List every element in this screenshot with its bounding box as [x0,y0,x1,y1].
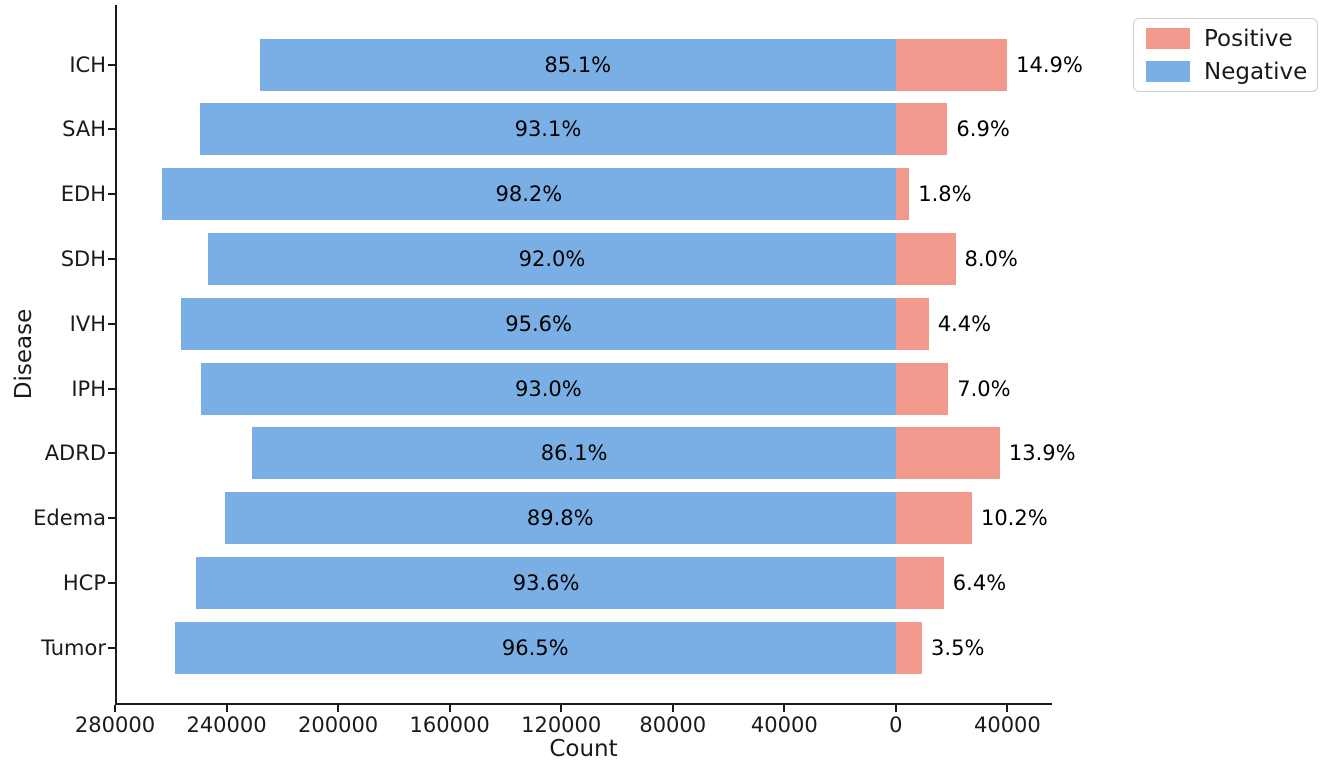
negative-percent-label: 93.6% [512,570,580,595]
bar-positive-edh [895,168,910,221]
x-tick-label: 40000 [973,713,1041,737]
legend-swatch-negative [1146,61,1190,82]
negative-percent-label: 93.1% [514,117,582,142]
bar-negative-iph [200,362,896,415]
y-axis-title: Disease [11,308,37,400]
x-tick-label: 80000 [639,713,707,737]
y-tick-mark [108,387,115,390]
y-tick-label-tumor: Tumor [41,635,106,660]
x-tick-label: 280000 [74,713,156,737]
bar-positive-iph [895,362,949,415]
positive-percent-label: 6.4% [952,570,1007,595]
y-tick-mark [108,581,115,584]
legend-entry-negative: Negative [1146,58,1308,85]
bar-positive-tumor [895,621,923,674]
y-tick-mark [108,322,115,325]
y-tick-label-sdh: SDH [60,246,106,271]
negative-percent-label: 96.5% [501,635,569,660]
bar-positive-ivh [895,297,929,350]
y-tick-mark [108,193,115,196]
y-axis-line [115,5,117,705]
bar-negative-adrd [252,427,896,480]
y-tick-mark [108,517,115,520]
y-tick-label-adrd: ADRD [44,441,106,466]
x-tick-mark [560,705,563,712]
positive-percent-label: 1.8% [918,182,972,207]
x-tick-mark [114,705,116,712]
y-tick-mark [108,128,115,131]
negative-percent-label: 92.0% [518,246,586,271]
x-tick-label: 120000 [521,713,602,737]
x-tick-mark [1006,705,1009,712]
y-tick-label-ivh: IVH [69,311,106,336]
bar-negative-ich [259,38,896,91]
positive-percent-label: 3.5% [931,635,985,660]
negative-percent-label: 89.8% [526,506,594,531]
legend: Positive Negative [1133,18,1318,92]
bar-positive-adrd [895,427,1000,480]
x-tick-mark [894,705,897,712]
bar-negative-edh [161,168,896,221]
x-tick-label: 200000 [298,713,379,737]
y-tick-mark [108,646,115,649]
legend-entry-positive: Positive [1146,26,1305,52]
bar-negative-edema [224,492,896,545]
x-tick-mark [448,705,451,712]
y-tick-label-sah: SAH [62,117,106,142]
x-axis-line [115,703,1052,705]
x-axis-title: Count [549,736,618,762]
y-tick-label-hcp: HCP [62,570,106,595]
bar-negative-sdh [208,232,896,285]
y-tick-label-edema: Edema [33,506,106,531]
positive-percent-label: 10.2% [980,506,1048,531]
negative-percent-label: 85.1% [544,52,612,77]
x-tick-label: 240000 [186,713,267,737]
positive-percent-label: 6.9% [956,117,1010,142]
bar-positive-sdh [895,232,956,285]
x-tick-mark [783,705,786,712]
positive-percent-label: 7.0% [957,376,1011,401]
positive-percent-label: 4.4% [937,311,992,336]
positive-percent-label: 8.0% [964,246,1018,271]
y-tick-label-ich: ICH [69,52,106,77]
bar-negative-ivh [181,297,896,350]
y-tick-mark [108,63,115,66]
legend-label: Negative [1204,58,1308,85]
y-tick-mark [108,452,115,455]
bar-positive-hcp [895,556,944,609]
bar-negative-sah [200,103,896,156]
legend-swatch-positive [1146,28,1190,49]
bar-positive-edema [895,492,972,545]
positive-percent-label: 14.9% [1016,52,1083,77]
bar-negative-hcp [196,556,896,609]
x-tick-label: 160000 [409,713,490,737]
positive-percent-label: 13.9% [1008,441,1076,466]
y-tick-label-iph: IPH [71,376,106,401]
legend-label: Positive [1204,25,1293,52]
bar-positive-ich [895,38,1008,91]
bar-positive-sah [895,103,948,156]
negative-percent-label: 95.6% [505,311,572,336]
negative-percent-label: 86.1% [540,441,608,466]
x-tick-mark [337,705,340,712]
x-tick-mark [671,705,674,712]
y-tick-mark [108,257,115,260]
negative-percent-label: 93.0% [515,376,582,401]
x-tick-label: 40000 [750,713,818,737]
negative-percent-label: 98.2% [495,182,563,207]
y-tick-label-edh: EDH [60,182,106,207]
bar-negative-tumor [174,621,896,674]
x-tick-label: 0 [889,713,903,737]
x-tick-mark [225,705,228,712]
